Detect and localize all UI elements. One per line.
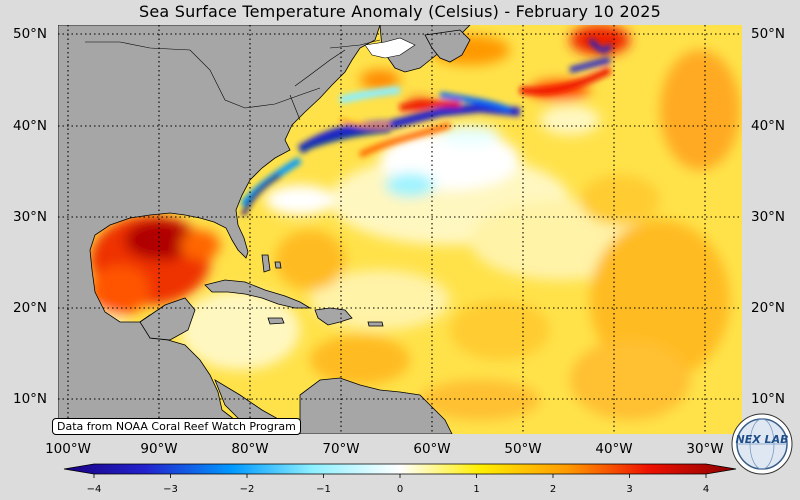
- colorbar-tick-4: 4: [702, 484, 710, 495]
- lat-label-40n-right: 40°N: [751, 118, 786, 134]
- lon-label-90w: 90°W: [140, 441, 178, 457]
- lat-label-10n-right: 10°N: [751, 391, 786, 407]
- colorbar-tick-2: 2: [549, 484, 557, 495]
- lon-label-40w: 40°W: [595, 441, 633, 457]
- map-title: Sea Surface Temperature Anomaly (Celsius…: [139, 2, 661, 21]
- lon-label-100w: 100°W: [45, 441, 91, 457]
- colorbar-gradient: [63, 463, 737, 475]
- gulf-st-lawrence: [364, 37, 416, 59]
- lat-label-40n-left: 40°N: [13, 118, 48, 134]
- logo-text: NEX LAB: [736, 433, 789, 446]
- colorbar-tick-neg2: −2: [239, 484, 255, 495]
- lat-label-20n-right: 20°N: [751, 300, 786, 316]
- colorbar-tick-neg4: −4: [86, 484, 102, 495]
- lat-label-30n-left: 30°N: [13, 209, 48, 225]
- lat-label-20n-left: 20°N: [13, 300, 48, 316]
- data-credit-label: Data from NOAA Coral Reef Watch Program: [52, 418, 301, 435]
- lat-label-50n-right: 50°N: [751, 26, 786, 42]
- lat-label-10n-left: 10°N: [13, 391, 48, 407]
- borders: [85, 39, 381, 121]
- lon-label-50w: 50°W: [504, 441, 542, 457]
- lat-label-50n-left: 50°N: [13, 26, 48, 42]
- colorbar-tick-0: 0: [396, 484, 404, 495]
- lon-label-80w: 80°W: [231, 441, 269, 457]
- colorbar: [63, 463, 737, 478]
- colorbar-tick-1: 1: [473, 484, 480, 495]
- colorbar-tick-neg3: −3: [163, 484, 178, 495]
- nexlab-logo[interactable]: NEX LAB: [731, 413, 793, 475]
- colorbar-tick-3: 3: [626, 484, 633, 495]
- lon-label-60w: 60°W: [413, 441, 451, 457]
- gulf-stream-bands: [240, 38, 613, 216]
- colorbar-tick-marks: [93, 474, 707, 478]
- graticule: [58, 25, 742, 434]
- lon-label-70w: 70°W: [322, 441, 360, 457]
- colorbar-tick-neg1: −1: [316, 484, 331, 495]
- lat-label-30n-right: 30°N: [751, 209, 786, 225]
- lon-label-30w: 30°W: [686, 441, 724, 457]
